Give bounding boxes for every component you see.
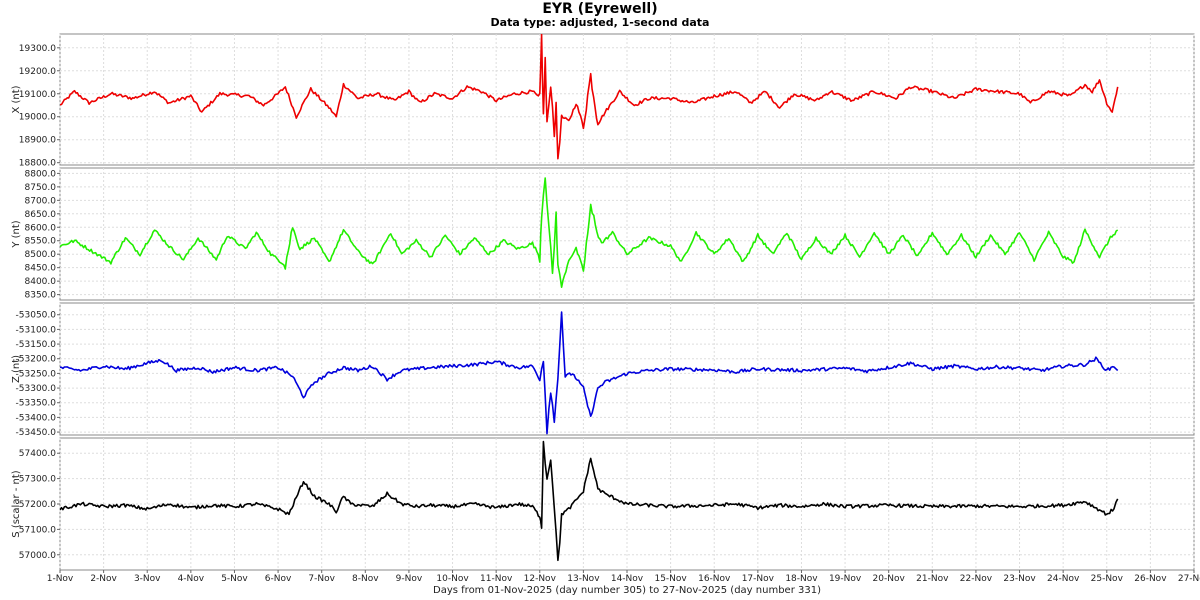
x-tick-label: 20-Nov [873,574,906,584]
y-tick-label: -53100.0 [16,325,57,335]
y-tick-label: 19200.0 [19,67,56,77]
x-tick-label: 9-Nov [396,574,423,584]
series-line [60,311,1119,435]
y-axis-label: Y (nt) [11,220,22,248]
y-axis-label: X (nt) [11,85,22,113]
x-tick-label: 19-Nov [829,574,862,584]
x-tick-label: 2-Nov [90,574,117,584]
x-tick-label: 12-Nov [524,574,557,584]
y-tick-label: -53200.0 [16,355,57,365]
y-tick-label: 57000.0 [19,551,56,561]
y-tick-label: 8450.0 [25,264,57,274]
y-axis-label: S (scalar - nt) [11,470,22,538]
y-tick-label: 57300.0 [19,475,56,485]
series-line [60,34,1119,160]
y-tick-label: 8400.0 [25,277,57,287]
y-tick-label: 19300.0 [19,44,56,54]
y-tick-label: 57200.0 [19,500,56,510]
y-tick-label: 8650.0 [25,210,57,220]
x-tick-label: 10-Nov [436,574,469,584]
x-tick-label: 24-Nov [1047,574,1080,584]
y-tick-label: 57400.0 [19,449,56,459]
y-axis-label: Z (nt) [11,355,22,383]
y-tick-label: -53300.0 [16,384,57,394]
y-tick-label: -53400.0 [16,413,57,423]
y-tick-label: 57100.0 [19,525,56,535]
x-tick-label: 4-Nov [178,574,205,584]
x-tick-label: 3-Nov [134,574,161,584]
y-tick-label: -53450.0 [16,428,57,438]
panel-4: 57000.0 57100.0 57200.0 57300.0 57400.0 S (sc… [11,437,1195,571]
x-tick-label: 6-Nov [265,574,292,584]
x-tick-label: 23-Nov [1003,574,1036,584]
panel-3: -53450.0 -53400.0 -53350.0 -53300.0 -53250.0… [11,302,1195,438]
x-tick-label: 5-Nov [221,574,248,584]
x-tick-label: 18-Nov [785,574,818,584]
x-tick-label: 26-Nov [1134,574,1167,584]
y-tick-label: 8500.0 [25,250,57,260]
y-tick-label: 18900.0 [19,136,56,146]
y-tick-label: -53250.0 [16,369,57,379]
y-tick-label: 8750.0 [25,183,57,193]
series-line [60,440,1119,562]
x-tick-label: 1-Nov [47,574,74,584]
y-tick-label: 19100.0 [19,90,56,100]
x-tick-label: 14-Nov [611,574,644,584]
x-tick-label: 11-Nov [480,574,513,584]
x-axis-label: Days from 01-Nov-2025 (day number 305) t… [433,585,821,596]
x-tick-label: 8-Nov [352,574,379,584]
x-tick-label: 21-Nov [916,574,949,584]
x-tick-label: 27-Nov [1178,574,1200,584]
x-axis: 1-Nov 2-Nov 3-Nov 4-Nov 5-Nov 6-Nov 7-Nov 8-Nov… [47,570,1200,584]
panel-2: 8350.0 8400.0 8450.0 8500.0 8550.0 8600.0 8650… [11,167,1195,301]
y-tick-label: 8700.0 [25,196,57,206]
x-tick-label: 17-Nov [742,574,775,584]
series-line [60,177,1119,289]
y-tick-label: -53050.0 [16,311,57,321]
y-tick-label: 19000.0 [19,113,56,123]
y-tick-label: 8350.0 [25,291,57,301]
y-tick-label: 18800.0 [19,159,56,169]
panels-group: 18800.0 18900.0 19000.0 19100.0 19200.0 19300… [11,33,1195,571]
y-tick-label: 8600.0 [25,223,57,233]
x-tick-label: 7-Nov [308,574,335,584]
y-tick-label: -53150.0 [16,340,57,350]
chart-subtitle: Data type: adjusted, 1-second data [491,16,710,29]
y-tick-label: -53350.0 [16,399,57,409]
x-tick-label: 16-Nov [698,574,731,584]
x-tick-label: 15-Nov [654,574,687,584]
y-tick-label: 8550.0 [25,237,57,247]
x-tick-label: 13-Nov [567,574,600,584]
panel-1: 18800.0 18900.0 19000.0 19100.0 19200.0 19300… [11,33,1195,169]
x-tick-label: 25-Nov [1091,574,1124,584]
chart-title: EYR (Eyrewell) [542,1,657,17]
x-tick-label: 22-Nov [960,574,993,584]
y-tick-label: 8800.0 [25,169,57,179]
